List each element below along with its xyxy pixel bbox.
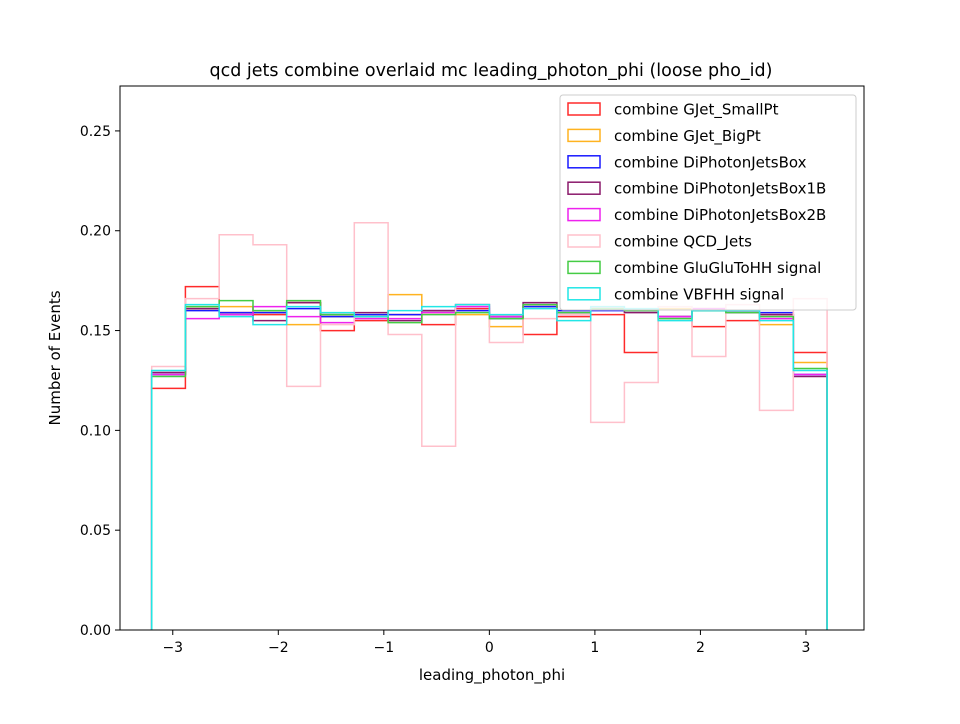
legend-swatch-2 xyxy=(567,155,601,169)
x-axis-label: leading_photon_phi xyxy=(419,666,565,685)
chart-title: qcd jets combine overlaid mc leading_pho… xyxy=(210,61,773,81)
y-tick-label: 0.15 xyxy=(80,324,111,340)
legend-label-2: combine DiPhotonJetsBox xyxy=(614,153,807,171)
y-tick-label: 0.00 xyxy=(80,623,111,639)
axes-frame xyxy=(119,85,865,631)
legend-label-0: combine GJet_SmallPt xyxy=(614,101,779,120)
y-axis-ticks: 0.00 0.05 0.10 0.15 0.20 0.25 xyxy=(80,124,120,639)
series-group xyxy=(150,221,828,630)
legend-swatch-6 xyxy=(567,260,601,275)
legend-swatch-5 xyxy=(567,234,601,248)
series-line-7 xyxy=(150,303,828,630)
x-axis-ticks: −3 −2 −1 0 1 2 3 xyxy=(162,630,810,656)
y-tick-label: 0.20 xyxy=(80,224,111,240)
x-tick-label: 2 xyxy=(696,640,705,656)
y-axis-label: Number of Events xyxy=(46,290,64,425)
x-tick-label: −1 xyxy=(374,640,395,656)
x-tick-label: 0 xyxy=(485,640,494,656)
legend-swatch-0 xyxy=(567,102,601,116)
legend-swatch-7 xyxy=(567,287,601,301)
legend-label-7: combine VBFHH signal xyxy=(614,285,784,303)
x-tick-label: −2 xyxy=(268,640,289,656)
y-tick-label: 0.10 xyxy=(80,423,111,439)
x-tick-label: 1 xyxy=(590,640,599,656)
x-tick-label: −3 xyxy=(162,640,183,656)
y-tick-label: 0.05 xyxy=(80,523,111,539)
y-tick-label: 0.25 xyxy=(80,124,111,140)
x-tick-label: 3 xyxy=(801,640,810,656)
legend-label-3: combine DiPhotonJetsBox1B xyxy=(614,180,826,198)
legend-label-1: combine GJet_BigPt xyxy=(614,127,761,146)
legend-swatch-4 xyxy=(567,207,601,222)
legend-box xyxy=(559,94,857,311)
legend-label-4: combine DiPhotonJetsBox2B xyxy=(614,206,826,224)
legend-swatch-1 xyxy=(567,128,601,143)
legend-label-6: combine GluGluToHH signal xyxy=(614,259,821,277)
legend-swatch-3 xyxy=(567,181,601,195)
series-line-5 xyxy=(150,221,828,630)
legend-label-5: combine QCD_Jets xyxy=(614,233,752,252)
